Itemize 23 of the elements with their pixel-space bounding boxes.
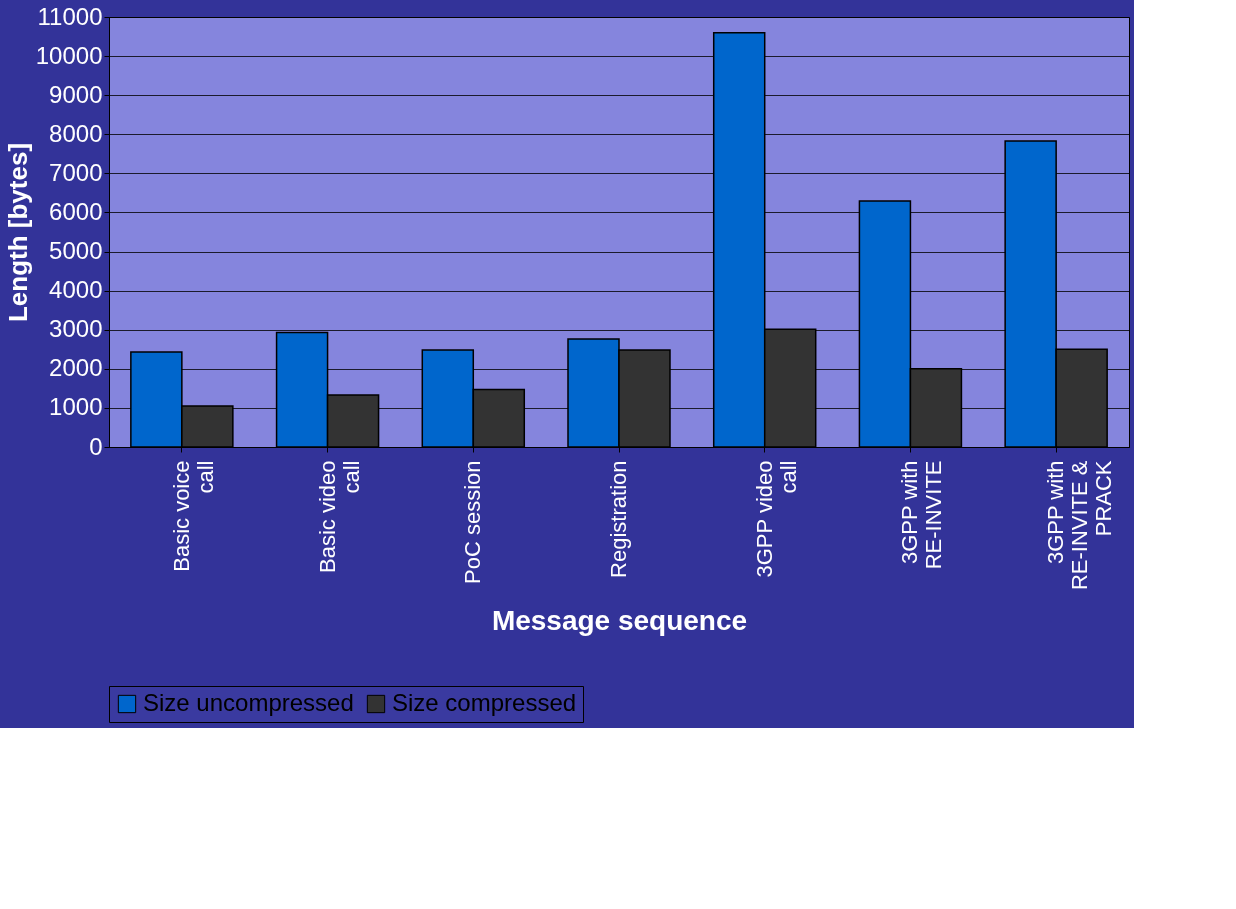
x-axis-title: Message sequence: [491, 605, 748, 637]
x-tick-label: Basic voice call: [168, 460, 218, 572]
y-tick-label: 0: [89, 432, 103, 460]
x-tick-label: PoC session: [460, 460, 486, 585]
x-tick-label: 3GPP video call: [751, 460, 801, 578]
x-tick-label: 3GPP with RE-INVITE: [897, 460, 947, 570]
y-tick-label: 2000: [49, 354, 103, 382]
x-tick-label: Registration: [606, 460, 631, 578]
x-tick-label: Basic video call: [314, 460, 364, 574]
legend-label: Size compressed: [392, 689, 577, 716]
y-tick-label: 8000: [49, 119, 103, 147]
y-tick-label: 9000: [49, 80, 103, 108]
y-axis-title: Length [bytes]: [2, 142, 33, 323]
y-tick-label: 3000: [49, 315, 103, 343]
y-tick-label: 4000: [49, 276, 103, 304]
y-tick-label: 10000: [35, 41, 103, 69]
legend-label: Size uncompressed: [143, 689, 354, 716]
y-tick-label: 6000: [49, 197, 103, 225]
y-tick-label: 1000: [49, 393, 103, 421]
x-tick-label: 3GPP with RE-INVITE & PRACK: [1043, 460, 1117, 591]
y-tick-label: 11000: [37, 2, 103, 30]
y-tick-label: 5000: [49, 237, 103, 265]
y-tick-label: 7000: [49, 158, 103, 186]
